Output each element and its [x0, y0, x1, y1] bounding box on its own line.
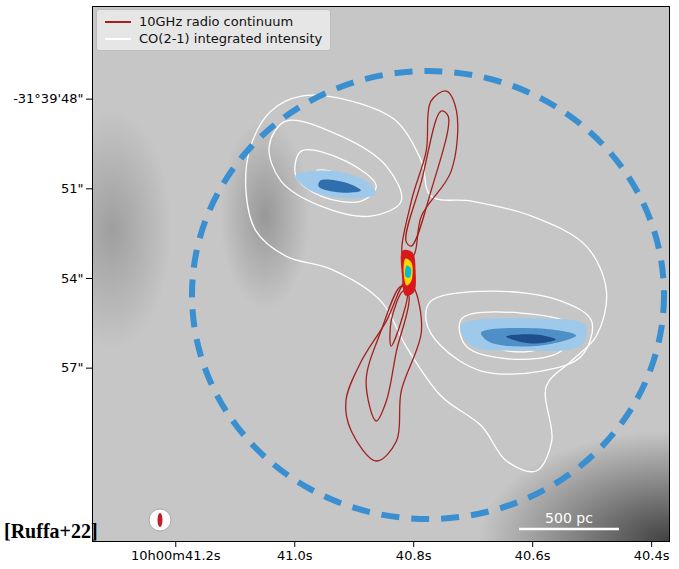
svg-text:40.6s: 40.6s	[515, 548, 551, 563]
svg-text:10h00m41.2s: 10h00m41.2s	[131, 548, 221, 563]
svg-text:41.0s: 41.0s	[277, 548, 313, 563]
svg-text:40.8s: 40.8s	[396, 548, 432, 563]
svg-text:54": 54"	[61, 271, 84, 286]
html-text:CO(2-1) integrated intensity: CO(2-1) integrated intensity	[139, 31, 323, 46]
svg-text:-31°39'48": -31°39'48"	[13, 91, 83, 106]
html-text:10GHz radio continuum: 10GHz radio continuum	[139, 14, 293, 29]
svg-text:57": 57"	[61, 360, 84, 375]
svg-text:500 pc: 500 pc	[545, 510, 593, 526]
html-text:[Ruffa+22]: [Ruffa+22]	[4, 520, 98, 542]
svg-text:51": 51"	[61, 181, 84, 196]
svg-text:40.4s: 40.4s	[634, 548, 670, 563]
